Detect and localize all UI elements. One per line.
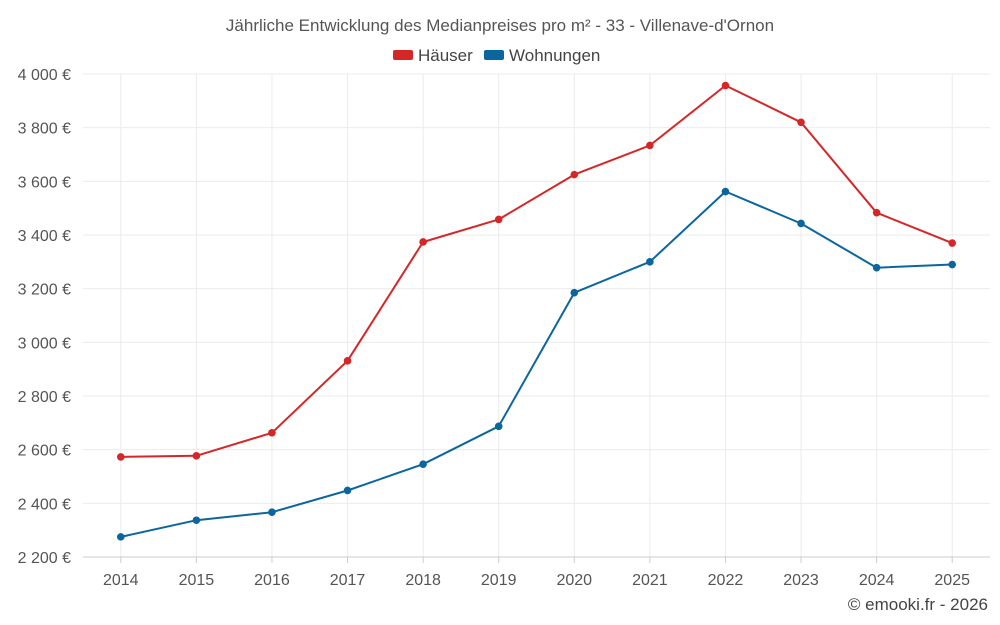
data-point-wohnungen[interactable] (721, 187, 730, 196)
grid (83, 73, 990, 558)
x-tick-label: 2014 (103, 572, 139, 589)
y-tick-label: 3 200 € (18, 282, 71, 299)
series-line-h-user (120, 84, 953, 458)
data-point-wohnungen[interactable] (343, 486, 352, 495)
data-point-h-user[interactable] (116, 453, 125, 461)
data-point-h-user[interactable] (419, 238, 427, 246)
data-point-h-user[interactable] (721, 81, 730, 90)
x-tick-label: 2022 (708, 572, 744, 589)
copyright-footer: © emooki.fr - 2026 (848, 595, 988, 614)
data-point-h-user[interactable] (948, 239, 957, 247)
data-point-wohnungen[interactable] (192, 516, 201, 525)
x-tick-label: 2021 (632, 572, 668, 589)
data-point-wohnungen[interactable] (872, 263, 881, 272)
x-tick-label: 2017 (330, 572, 366, 589)
data-point-h-user[interactable] (268, 428, 276, 437)
data-point-wohnungen[interactable] (646, 258, 654, 266)
data-point-h-user[interactable] (872, 208, 881, 217)
x-tick-label: 2015 (179, 572, 215, 589)
x-tick-label: 2020 (556, 572, 592, 589)
data-point-wohnungen[interactable] (494, 422, 503, 431)
data-point-wohnungen[interactable] (419, 460, 427, 468)
data-point-wohnungen[interactable] (268, 508, 276, 516)
series-group (116, 81, 957, 541)
x-tick-label: 2024 (859, 572, 895, 589)
chart-title: Jährliche Entwicklung des Medianpreises … (226, 16, 774, 35)
x-tick-label: 2016 (254, 572, 290, 589)
x-tick-label: 2018 (405, 572, 441, 589)
data-point-wohnungen[interactable] (116, 533, 125, 541)
legend-swatch-h-user (393, 50, 413, 60)
data-point-h-user[interactable] (570, 170, 579, 179)
legend-label-h-user[interactable]: Häuser (418, 46, 473, 65)
data-point-h-user[interactable] (343, 357, 352, 365)
data-point-wohnungen[interactable] (948, 260, 957, 269)
y-tick-label: 2 200 € (18, 550, 71, 567)
y-tick-label: 2 400 € (18, 496, 71, 513)
y-tick-label: 2 800 € (18, 389, 71, 406)
x-tick-label: 2023 (783, 572, 819, 589)
data-point-h-user[interactable] (797, 118, 805, 127)
x-axis: 2014 2015 2016 2017 2018 2019 2020 2021 2022 2023… (83, 556, 990, 589)
legend-label-wohnungen[interactable]: Wohnungen (509, 46, 600, 65)
series-line-wohnungen (120, 190, 953, 538)
y-tick-label: 4 000 € (18, 67, 71, 84)
data-point-h-user[interactable] (494, 215, 503, 224)
y-tick-label: 3 000 € (18, 335, 71, 352)
data-point-h-user[interactable] (192, 452, 201, 460)
y-tick-label: 3 400 € (18, 228, 71, 245)
legend-swatch-wohnungen (484, 50, 504, 60)
y-tick-label: 2 600 € (18, 443, 71, 460)
y-tick-label: 3 600 € (18, 174, 71, 191)
data-point-wohnungen[interactable] (797, 219, 805, 228)
data-point-h-user[interactable] (646, 141, 654, 150)
legend: Häuser Wohnungen (393, 46, 600, 65)
x-tick-label: 2019 (481, 572, 517, 589)
y-axis: 2 200 € 2 400 € 2 600 € 2 800 € 3 000 € 3 200… (18, 67, 71, 567)
x-tick-label: 2025 (934, 572, 970, 589)
y-tick-label: 3 800 € (18, 121, 71, 138)
data-point-wohnungen[interactable] (570, 288, 579, 297)
